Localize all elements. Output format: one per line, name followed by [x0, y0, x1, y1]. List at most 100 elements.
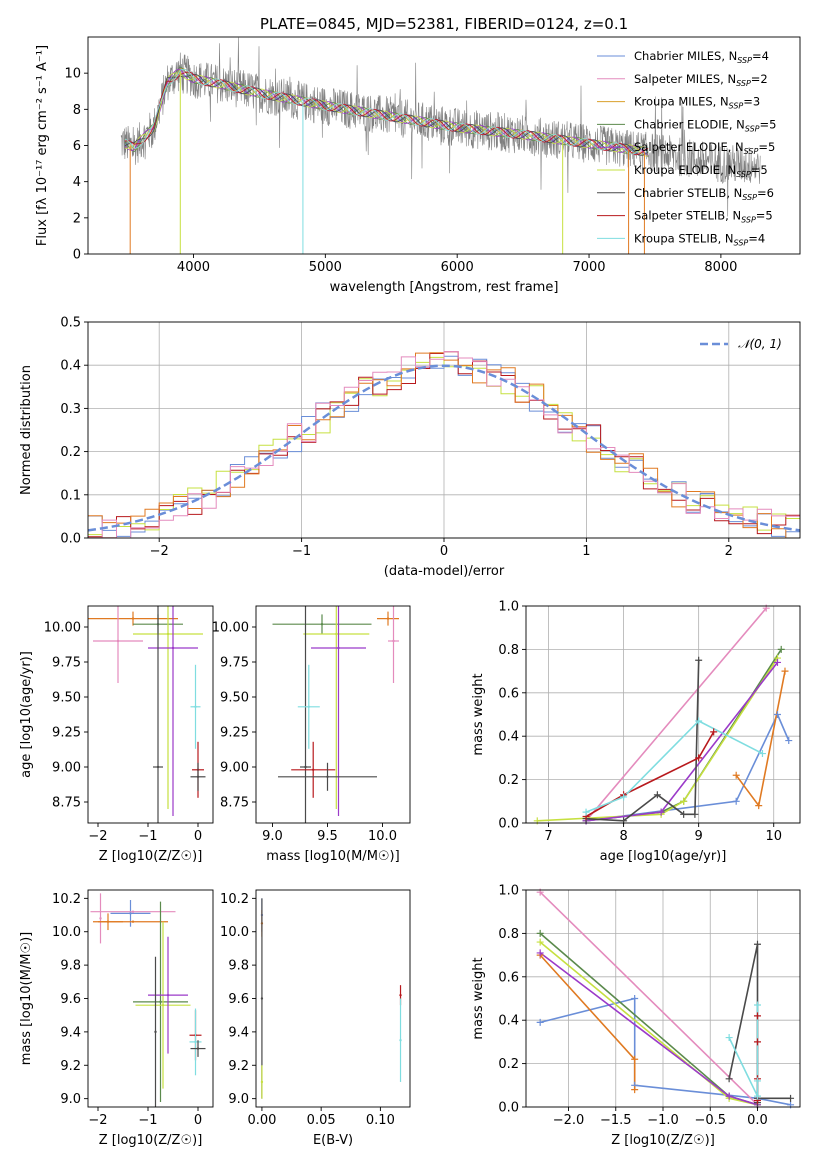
x-tick-label: 1 — [582, 544, 590, 559]
series-marker — [695, 656, 703, 664]
series-marker — [536, 1018, 544, 1026]
data-point — [131, 920, 135, 923]
series-marker — [753, 940, 761, 948]
chart-spectrum: Chabrier MILES, NSSP=4 Salpeter MILES, NS… — [35, 36, 801, 295]
series-marker — [732, 771, 740, 779]
plot-area — [120, 37, 761, 254]
y-axis-label: mass weight — [471, 957, 486, 1039]
y-tick-label: 0.0 — [498, 817, 519, 832]
x-tick-label: −1 — [292, 544, 311, 559]
x-tick-label: −0.5 — [694, 1113, 726, 1128]
data-point — [399, 1039, 402, 1042]
y-tick-label: 0.8 — [498, 643, 519, 658]
axes-frame — [525, 605, 801, 824]
x-axis-label: (data-model)/error — [384, 564, 505, 579]
series-marker — [680, 810, 688, 818]
y-tick-label: 0.2 — [498, 773, 519, 788]
legend-subscript: SSP — [742, 193, 757, 202]
legend-label: Chabrier STELIB, NSSP=6 — [634, 186, 774, 202]
legend-count: =4 — [748, 231, 765, 245]
y-tick-label: 0.4 — [498, 1014, 519, 1029]
plot-area — [537, 607, 790, 822]
series-line — [586, 660, 700, 822]
legend-label: Kroupa MILES, NSSP=3 — [634, 95, 760, 111]
legend-subscript: SSP — [741, 216, 756, 225]
chart-residuals: 𝒩(0, 1) −2 −1 0 1 2 0.0 0.1 0.2 0.3 0.4 0.5 (data-mo… — [19, 316, 801, 579]
y-axis-label: mass [log10(M/M☉)] — [19, 932, 34, 1065]
y-axis-label: age [log10(age/yr)] — [19, 651, 34, 778]
data-point — [116, 639, 120, 643]
series-line — [539, 941, 758, 1106]
data-point — [196, 775, 200, 778]
x-tick-label: −1 — [138, 829, 157, 844]
data-point — [386, 617, 390, 620]
legend-label: 𝒩(0, 1) — [738, 337, 782, 351]
series-marker — [753, 1092, 761, 1100]
x-tick-label: −2.0 — [553, 1113, 585, 1128]
axes-frame — [87, 605, 214, 824]
plot-area — [260, 898, 402, 1099]
chart-mass_vs_EBV: 0.00 0.05 0.10 9.0 9.2 9.4 9.6 9.8 10.0 10.2 E(B-V… — [220, 889, 411, 1148]
data-point — [307, 705, 310, 708]
y-tick-label: 9.00 — [220, 761, 249, 776]
legend-count: =5 — [760, 117, 777, 131]
figure-title: PLATE=0845, MJD=52381, FIBERID=0124, z=0… — [260, 15, 628, 33]
x-tick-label: −1 — [138, 1113, 157, 1128]
chart-age_vs_mass: 9.0 9.5 10.0 8.75 9.00 9.25 9.50 9.75 10.00 mass … — [212, 605, 411, 864]
x-tick-label: 9.0 — [262, 829, 283, 844]
y-tick-label: 9.50 — [52, 691, 81, 706]
series-marker — [732, 797, 740, 805]
legend-label: Chabrier ELODIE, NSSP=5 — [634, 117, 776, 133]
y-tick-label: 9.4 — [60, 1025, 81, 1040]
y-tick-label: 0.2 — [60, 445, 81, 460]
y-tick-label: 9.2 — [228, 1059, 249, 1074]
y-tick-label: 0.0 — [60, 532, 81, 547]
series-marker — [781, 667, 789, 675]
legend-subscript: SSP — [734, 238, 749, 247]
axes-frame — [255, 605, 411, 824]
series-marker — [725, 1034, 733, 1042]
series-line — [586, 661, 779, 822]
series-marker — [582, 808, 590, 816]
x-tick-label: 0.05 — [307, 1113, 336, 1128]
legend-label: Salpeter STELIB, NSSP=5 — [634, 209, 773, 225]
x-tick-label: 0.00 — [247, 1113, 276, 1128]
legend-count: =5 — [756, 209, 773, 223]
data-point — [166, 632, 170, 636]
data-point — [337, 646, 340, 650]
y-tick-label: 4 — [73, 175, 81, 190]
x-tick-label: 9.5 — [317, 829, 338, 844]
histogram-step — [88, 351, 800, 538]
data-point — [260, 997, 264, 1000]
data-point — [131, 910, 135, 913]
y-tick-label: 9.75 — [220, 656, 249, 671]
y-tick-label: 0.2 — [498, 1057, 519, 1072]
y-tick-label: 2 — [73, 211, 81, 226]
x-tick-label: 0 — [194, 829, 202, 844]
x-tick-label: 0 — [440, 544, 448, 559]
y-tick-label: 10.2 — [220, 892, 249, 907]
legend-count: =4 — [752, 49, 769, 63]
y-tick-label: 0.6 — [498, 686, 519, 701]
model-spectrum-line — [124, 72, 649, 157]
series-marker — [536, 949, 544, 957]
data-point — [159, 1000, 162, 1004]
legend-subscript: SSP — [744, 147, 759, 156]
x-axis-label: wavelength [Angstrom, rest frame] — [330, 280, 559, 295]
series-line — [585, 720, 763, 813]
y-tick-label: 9.6 — [60, 992, 81, 1007]
series-marker — [536, 938, 544, 946]
plot-area — [90, 893, 206, 1107]
plot-area — [539, 891, 791, 1106]
x-axis-label: Z [log10(Z/Z☉)] — [611, 1133, 715, 1148]
series-marker — [773, 711, 781, 718]
legend-count: =3 — [743, 95, 760, 109]
x-axis-label: E(B-V) — [313, 1133, 353, 1148]
model-spectrum-line — [124, 69, 649, 155]
series-marker — [631, 1055, 639, 1063]
y-tick-label: 10.2 — [52, 892, 81, 907]
x-tick-label: 5000 — [309, 260, 342, 275]
plot-area — [88, 606, 206, 823]
series-marker — [620, 793, 628, 801]
